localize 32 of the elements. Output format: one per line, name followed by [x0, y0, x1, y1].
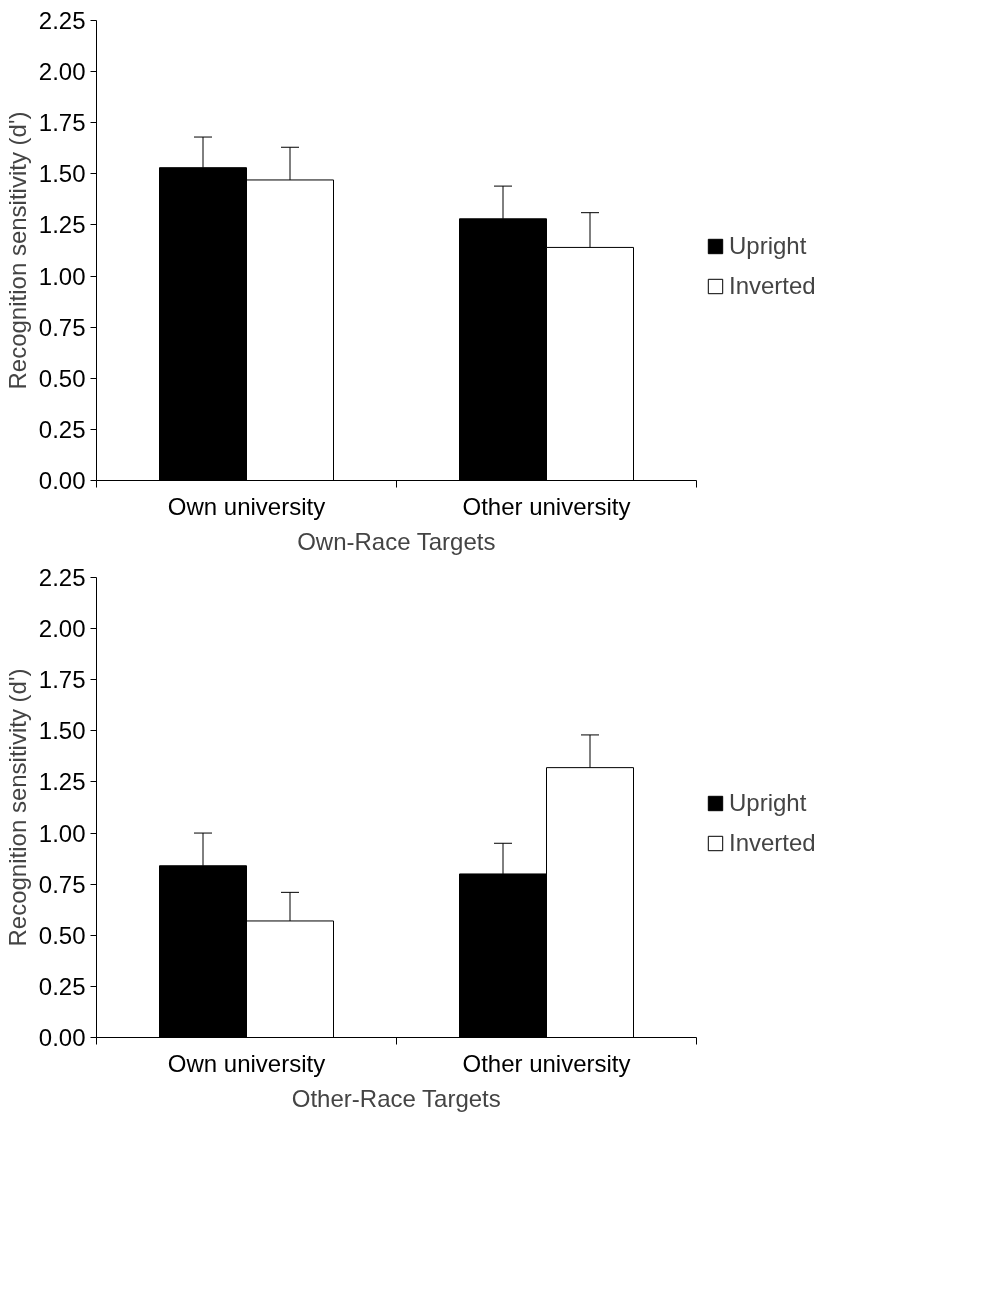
legend-label: Upright: [729, 232, 807, 260]
x-axis-title: Other-Race Targets: [291, 1084, 501, 1112]
y-tick-label: 1.00: [38, 819, 86, 847]
y-axis-title: Recognition sensitivity (d'): [3, 111, 31, 390]
x-tick-label: Other university: [462, 1049, 631, 1077]
legend-label: Inverted: [729, 829, 816, 857]
y-axis-title: Recognition sensitivity (d'): [3, 668, 31, 947]
y-tick-label: 1.25: [38, 211, 86, 239]
x-tick-label: Own university: [167, 1049, 326, 1077]
y-tick-label: 1.25: [38, 768, 86, 796]
y-tick-label: 2.25: [38, 564, 86, 591]
legend-label: Inverted: [729, 272, 816, 300]
y-tick-label: 1.00: [38, 262, 86, 290]
y-tick-label: 1.75: [38, 109, 86, 137]
y-tick-label: 0.25: [38, 972, 86, 1000]
x-tick-label: Other university: [462, 492, 631, 520]
y-tick-label: 2.00: [38, 615, 86, 643]
legend-label: Upright: [729, 789, 807, 817]
y-tick-label: 0.75: [38, 313, 86, 341]
y-tick-label: 0.50: [38, 921, 86, 949]
y-tick-label: 0.75: [38, 870, 86, 898]
y-tick-label: 0.25: [38, 415, 86, 443]
y-tick-label: 0.00: [38, 467, 86, 494]
y-tick-label: 2.25: [38, 7, 86, 34]
y-tick-label: 1.75: [38, 666, 86, 694]
x-axis-title: Own-Race Targets: [297, 527, 496, 555]
y-tick-label: 1.50: [38, 717, 86, 745]
x-tick-label: Own university: [167, 492, 326, 520]
y-tick-label: 2.00: [38, 58, 86, 86]
y-tick-label: 0.50: [38, 364, 86, 392]
y-tick-label: 0.00: [38, 1024, 86, 1051]
y-tick-label: 1.50: [38, 160, 86, 188]
